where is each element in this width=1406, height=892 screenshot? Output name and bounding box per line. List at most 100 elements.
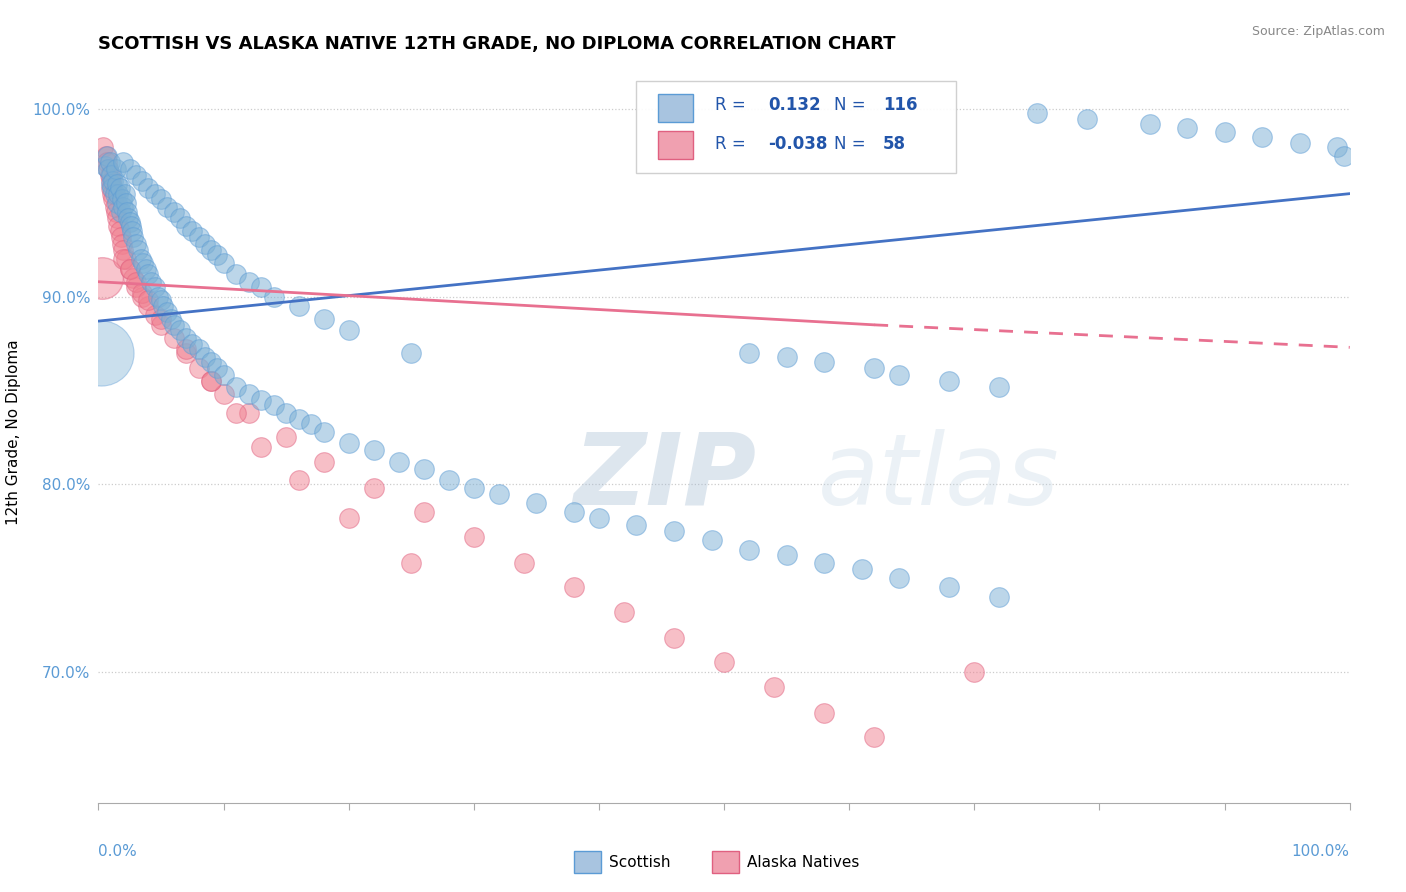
Point: [98, 168, 121, 182]
Point: [225, 267, 247, 281]
Point: [101, 186, 124, 201]
Point: [105, 178, 128, 192]
Point: [238, 275, 260, 289]
Point: [238, 406, 260, 420]
Point: [238, 387, 260, 401]
Point: [150, 312, 173, 326]
Point: [104, 200, 127, 214]
Point: [412, 462, 434, 476]
Point: [114, 186, 136, 201]
Point: [169, 323, 191, 337]
Point: [287, 411, 309, 425]
Point: [150, 318, 173, 332]
Point: [98, 154, 121, 169]
Point: [132, 256, 155, 270]
Point: [181, 336, 204, 351]
Text: R =: R =: [716, 135, 747, 153]
Point: [312, 455, 335, 469]
Point: [111, 192, 134, 206]
Point: [713, 655, 735, 669]
Text: 116: 116: [883, 95, 918, 113]
Point: [115, 196, 138, 211]
Point: [938, 580, 960, 594]
Point: [103, 173, 125, 187]
Point: [776, 350, 799, 364]
Point: [388, 455, 411, 469]
Point: [287, 299, 309, 313]
Bar: [711, 851, 740, 873]
Text: -0.038: -0.038: [768, 135, 827, 153]
Point: [125, 275, 148, 289]
Point: [118, 261, 141, 276]
Point: [863, 361, 886, 376]
Text: R =: R =: [716, 95, 747, 113]
Point: [463, 530, 485, 544]
Point: [863, 730, 886, 744]
Point: [125, 237, 148, 252]
Point: [813, 556, 835, 570]
Point: [105, 211, 128, 225]
Point: [118, 261, 141, 276]
Point: [274, 406, 298, 420]
Point: [127, 243, 149, 257]
Point: [104, 205, 127, 219]
Point: [776, 549, 799, 563]
Point: [169, 211, 191, 225]
Point: [112, 200, 135, 214]
Point: [1333, 149, 1355, 163]
Point: [143, 186, 166, 201]
Point: [100, 173, 122, 187]
Point: [250, 280, 273, 294]
Point: [103, 192, 125, 206]
Point: [162, 205, 184, 219]
Point: [108, 224, 131, 238]
Point: [851, 561, 873, 575]
Point: [174, 342, 197, 356]
FancyBboxPatch shape: [637, 81, 956, 173]
Point: [287, 474, 309, 488]
Point: [96, 154, 118, 169]
Point: [112, 252, 135, 267]
Point: [312, 312, 335, 326]
Point: [118, 215, 141, 229]
Text: 100.0%: 100.0%: [1292, 844, 1350, 858]
Point: [138, 293, 160, 308]
Point: [112, 243, 135, 257]
Point: [97, 162, 120, 177]
Point: [1139, 117, 1161, 131]
Text: ZIP: ZIP: [574, 428, 756, 525]
Point: [115, 205, 138, 219]
Point: [225, 380, 247, 394]
Point: [101, 181, 124, 195]
Point: [412, 505, 434, 519]
Point: [1326, 140, 1348, 154]
Point: [108, 181, 131, 195]
Point: [152, 299, 174, 313]
Point: [312, 425, 335, 439]
Point: [100, 178, 122, 192]
Point: [437, 474, 460, 488]
Point: [156, 304, 179, 318]
Point: [125, 168, 148, 182]
Point: [562, 580, 585, 594]
Bar: [658, 94, 693, 121]
Point: [250, 440, 273, 454]
Text: 0.0%: 0.0%: [98, 844, 138, 858]
Point: [187, 361, 209, 376]
Point: [1076, 112, 1098, 126]
Point: [93, 140, 115, 154]
Point: [118, 162, 141, 177]
Point: [174, 346, 197, 360]
Point: [212, 256, 235, 270]
Point: [148, 290, 170, 304]
Point: [662, 524, 685, 538]
Point: [813, 355, 835, 369]
Point: [363, 443, 385, 458]
Point: [488, 486, 510, 500]
Point: [889, 571, 911, 585]
Point: [889, 368, 911, 383]
Point: [104, 162, 127, 177]
Y-axis label: 12th Grade, No Diploma: 12th Grade, No Diploma: [6, 340, 21, 525]
Point: [363, 481, 385, 495]
Point: [174, 219, 197, 233]
